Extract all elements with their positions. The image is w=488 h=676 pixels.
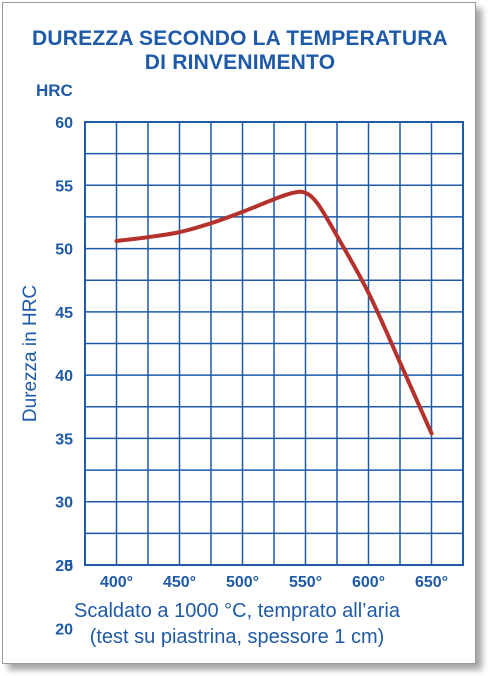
y-tick-label: 30: [55, 495, 73, 512]
x-tick-label: 500°: [226, 574, 259, 591]
y-tick-label: 55: [55, 178, 73, 195]
x-tick-label: 650°: [415, 574, 448, 591]
chart-title-line-2: DI RINVENIMENTO: [144, 51, 336, 74]
hardness-curve: [114, 189, 434, 436]
y-tick-label: 25: [55, 558, 73, 575]
y-tick-label: 50: [55, 242, 73, 259]
chart-caption-line-1: Scaldato a 1000 °C, temprato all’aria: [74, 600, 400, 622]
x-tick-label: 600°: [352, 574, 385, 591]
y-tick-label: 40: [55, 368, 73, 385]
y-axis-label: Durezza in HRC: [20, 285, 41, 422]
chart-caption-line-2: (test su piastrina, spessore 1 cm): [89, 626, 385, 648]
plot-frame: [84, 121, 464, 566]
chart-title-line-1: DUREZZA SECONDO LA TEMPERATURA: [32, 27, 448, 50]
y-tick-label: 20: [55, 621, 73, 638]
y-tick-label: 60: [55, 115, 73, 132]
x-tick-label: 400°: [100, 574, 133, 591]
chart-card: DUREZZA SECONDO LA TEMPERATURA DI RINVEN…: [2, 2, 476, 664]
y-tick-label: 35: [55, 431, 73, 448]
x-tick-label: 550°: [289, 574, 322, 591]
y-tick-label: 45: [55, 305, 73, 322]
x-tick-label: 450°: [163, 574, 196, 591]
y-tick-label: 0: [64, 558, 73, 575]
y-unit-label: HRC: [36, 81, 73, 100]
